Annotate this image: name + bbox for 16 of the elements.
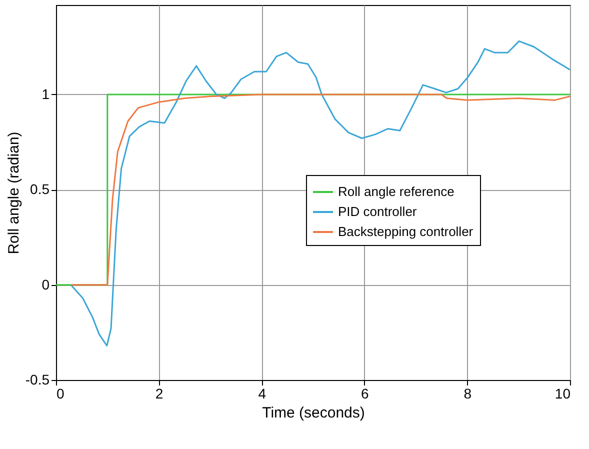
y-tick-label: 0.5 — [30, 181, 50, 198]
x-tick-label: 10 — [554, 386, 571, 402]
x-tick-label: 6 — [361, 386, 369, 402]
y-axis-title: Roll angle (radian) — [5, 132, 22, 254]
legend-label: Roll angle reference — [338, 184, 454, 199]
x-tick-label: 2 — [155, 386, 164, 402]
legend-label: PID controller — [338, 204, 418, 219]
x-tick-label: 0 — [56, 386, 64, 402]
x-tick-label: 4 — [258, 386, 266, 402]
line-series — [70, 40, 570, 346]
y-tick-label: 1 — [42, 86, 50, 102]
y-tick-label: 0 — [42, 276, 50, 292]
legend-label: Backstepping controller — [338, 224, 474, 239]
x-tick-label: 8 — [464, 386, 472, 402]
x-axis-title: Time (seconds) — [262, 404, 365, 422]
y-tick-label: -0.5 — [25, 372, 50, 388]
